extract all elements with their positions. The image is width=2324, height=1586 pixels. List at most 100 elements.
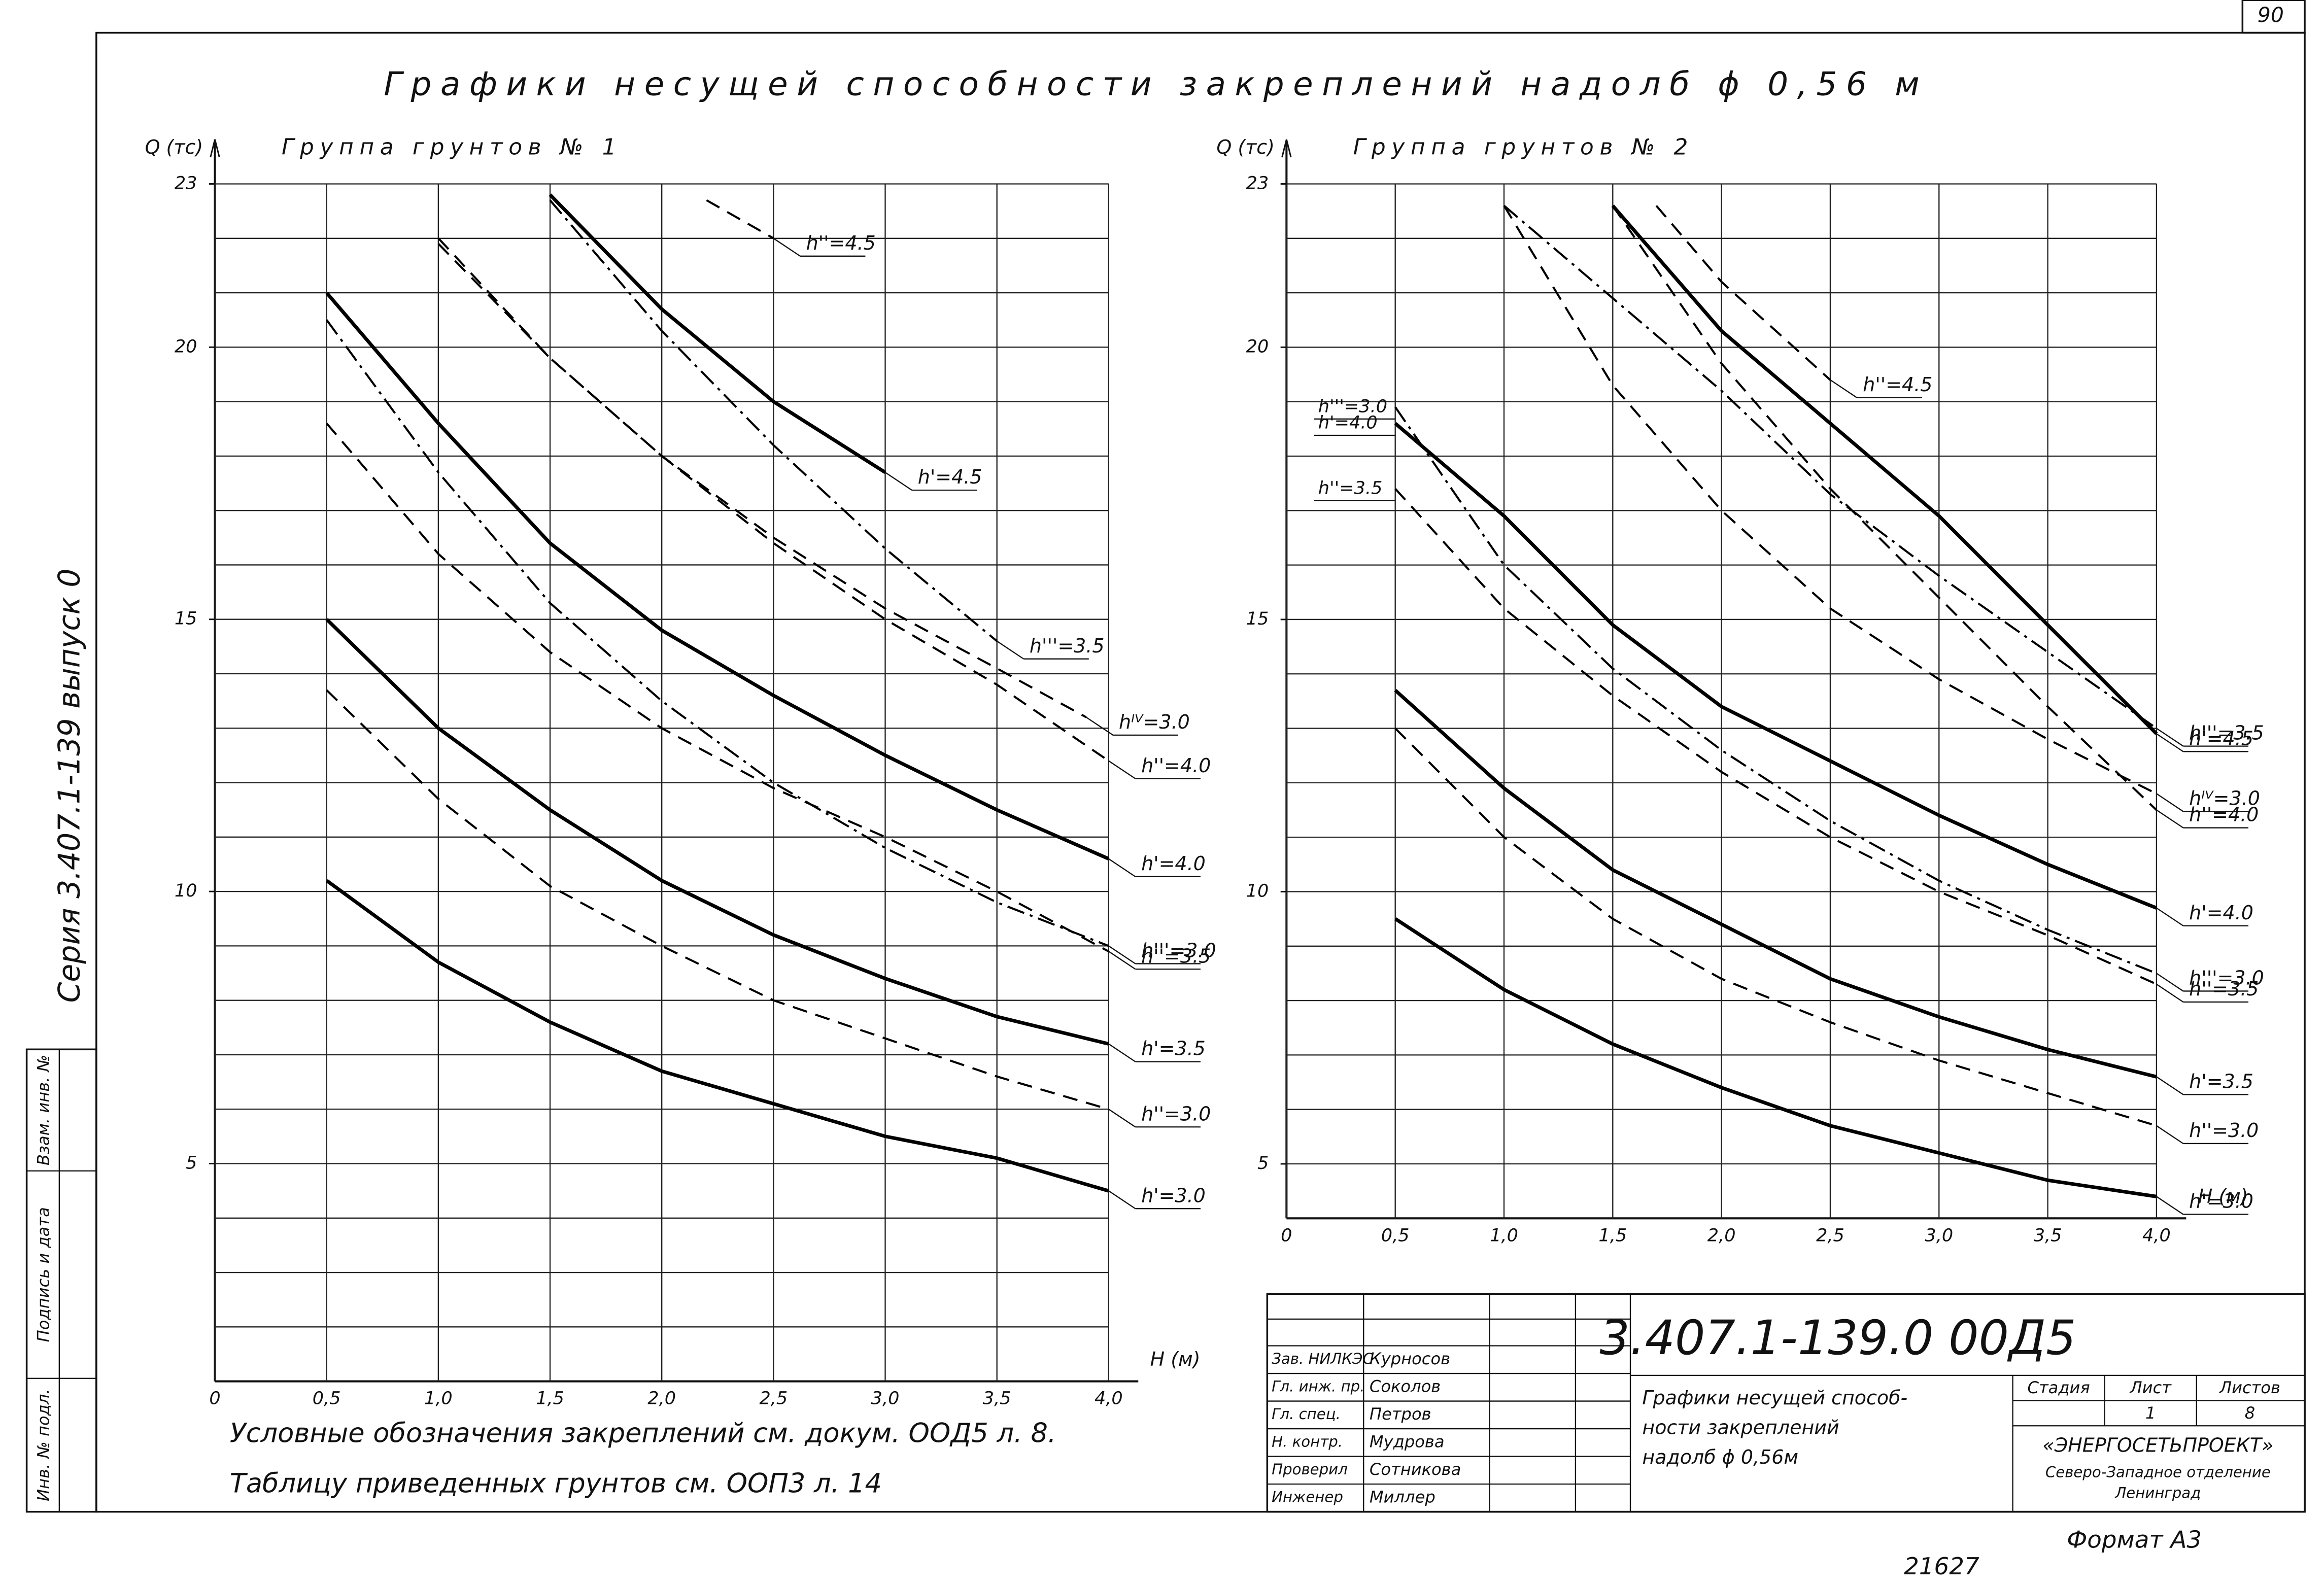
- staff-name: Миллер: [1370, 1487, 1436, 1506]
- y-tick-label: 10: [175, 880, 197, 901]
- leader: [884, 472, 912, 491]
- curve: [1655, 205, 1831, 381]
- x-tick-label: 2,5: [759, 1388, 788, 1409]
- staff-role: Гл. спец.: [1272, 1405, 1341, 1423]
- x-tick-label: 1,5: [1598, 1225, 1627, 1246]
- margin-box: [25, 1048, 97, 1513]
- format: Формат А3: [2067, 1527, 2202, 1554]
- page-number: 90: [2258, 3, 2284, 27]
- y-tick-label: 5: [1257, 1153, 1269, 1174]
- x-tick-label: 0,5: [1381, 1225, 1410, 1246]
- series-note: Серия 3.407.1-139 выпуск 0: [52, 568, 86, 1003]
- x-tick-label: 3,5: [2034, 1225, 2062, 1246]
- leader: [2156, 793, 2184, 812]
- curve-label: h''=3.0: [2189, 1119, 2259, 1142]
- staff-role: Проверил: [1272, 1461, 1348, 1478]
- x-tick-label: 0,5: [313, 1388, 341, 1409]
- y-tick-label: 10: [1246, 880, 1269, 901]
- curve-label: h''=3.5: [1318, 477, 1383, 498]
- description: Графики несущей способ-: [1642, 1387, 1907, 1409]
- curve-label: h'=3.0: [1141, 1184, 1206, 1206]
- curve-label: h'''=3.0: [2189, 967, 2264, 989]
- curve: [1612, 205, 2158, 811]
- curve-label: h'=4.5: [2189, 727, 2253, 749]
- y-tick-label: 5: [186, 1152, 197, 1173]
- page-box: [2241, 0, 2306, 34]
- x-tick-label: 1,0: [1490, 1225, 1518, 1246]
- x-tick-label: 0: [1281, 1225, 1292, 1246]
- leader: [1108, 945, 1136, 964]
- y-axis-arrow: [210, 139, 220, 158]
- curve-label: h'=4.0: [1141, 852, 1206, 875]
- leader: [1108, 858, 1136, 877]
- curve-label: hᴵⱽ=3.0: [1119, 711, 1190, 733]
- y-tick-label: 15: [1246, 608, 1269, 629]
- leader: [1108, 760, 1136, 779]
- y-tick-label: 23: [175, 173, 197, 194]
- curve-label: h'=4.5: [918, 466, 982, 488]
- chart: Группа грунтов № 2 Q (тс) H (м) 0 0,5 1,0 1,5 2…: [1216, 134, 2264, 1246]
- description: ности закреплений: [1642, 1417, 1839, 1439]
- leader: [1108, 1190, 1136, 1210]
- x-tick-label: 1,5: [536, 1388, 564, 1409]
- leader: [2156, 1125, 2184, 1144]
- curve-label: hᴵⱽ=3.0: [2189, 787, 2260, 810]
- curve: [437, 243, 1109, 762]
- inventory-number: 21627: [1904, 1553, 1979, 1580]
- x-axis-label: H (м): [1150, 1348, 1201, 1370]
- x-tick-label: 1,0: [424, 1388, 453, 1409]
- leader: [2156, 809, 2184, 829]
- curve: [326, 689, 1109, 1111]
- curve-label: h''=4.5: [1863, 373, 1932, 396]
- curve-label: h'=3.5: [1141, 1038, 1206, 1060]
- curve-label: h''=4.0: [2189, 804, 2259, 826]
- stage-header: Листов: [2219, 1378, 2280, 1397]
- curve: [1503, 205, 2157, 795]
- leader: [773, 237, 801, 257]
- chart-title: Группа грунтов № 1: [282, 134, 622, 160]
- margin-cell: Инв. № подл.: [34, 1389, 53, 1501]
- curve: [325, 618, 1109, 1046]
- note: Условные обозначения закреплений см. док…: [230, 1418, 1056, 1449]
- curve-label: h'''=3.0: [1141, 940, 1216, 962]
- doc-code: 3.407.1-139.0 00Д5: [1599, 1311, 2076, 1366]
- curve: [1394, 406, 2157, 975]
- x-tick-label: 4,0: [2142, 1225, 2171, 1246]
- sheet-title: Графики несущей способности закреплений …: [384, 65, 1928, 103]
- margin-cell: Взам. инв. №: [34, 1055, 53, 1165]
- leader: [2156, 1196, 2184, 1215]
- curve-label: h''=3.5: [2189, 978, 2259, 1000]
- y-tick-label: 20: [1246, 336, 1269, 357]
- title-block: 3.407.1-139.0 00Д5 Графики несущей спосо…: [1266, 1293, 2306, 1513]
- description: надолб ϕ 0,56м: [1642, 1446, 1798, 1468]
- sheet-value: 1: [2145, 1403, 2156, 1423]
- chart: Группа грунтов № 1 Q (тс) H (м) 0 0,5 1,0 1,5 2…: [145, 134, 1216, 1408]
- leader: [2156, 973, 2184, 992]
- note: Таблицу приведенных грунтов см. ООП3 л. …: [230, 1468, 882, 1499]
- curve: [1394, 917, 2157, 1198]
- staff-role: Н. контр.: [1272, 1433, 1343, 1450]
- leader: [1108, 1043, 1136, 1062]
- curve: [1503, 204, 2158, 730]
- stage-header: Лист: [2130, 1378, 2172, 1397]
- leader: [1108, 1109, 1136, 1128]
- y-tick-label: 23: [1246, 173, 1269, 194]
- curve: [326, 423, 1109, 953]
- y-axis-label: Q (тс): [145, 136, 203, 158]
- staff-name: Сотникова: [1370, 1460, 1461, 1479]
- sheets-value: 8: [2245, 1403, 2255, 1423]
- curve-label: h'=4.0: [2189, 902, 2253, 924]
- leader: [997, 640, 1024, 660]
- curve: [437, 237, 1087, 718]
- branch: Ленинград: [2114, 1485, 2201, 1502]
- stage-header: Стадия: [2028, 1378, 2090, 1397]
- x-tick-label: 3,0: [1925, 1225, 1953, 1246]
- staff-name: Соколов: [1370, 1376, 1441, 1396]
- staff-name: Мудрова: [1370, 1432, 1445, 1451]
- x-tick-label: 3,0: [871, 1388, 900, 1409]
- frame: [95, 31, 2306, 1513]
- leader: [2156, 728, 2184, 747]
- curve: [1611, 204, 2158, 735]
